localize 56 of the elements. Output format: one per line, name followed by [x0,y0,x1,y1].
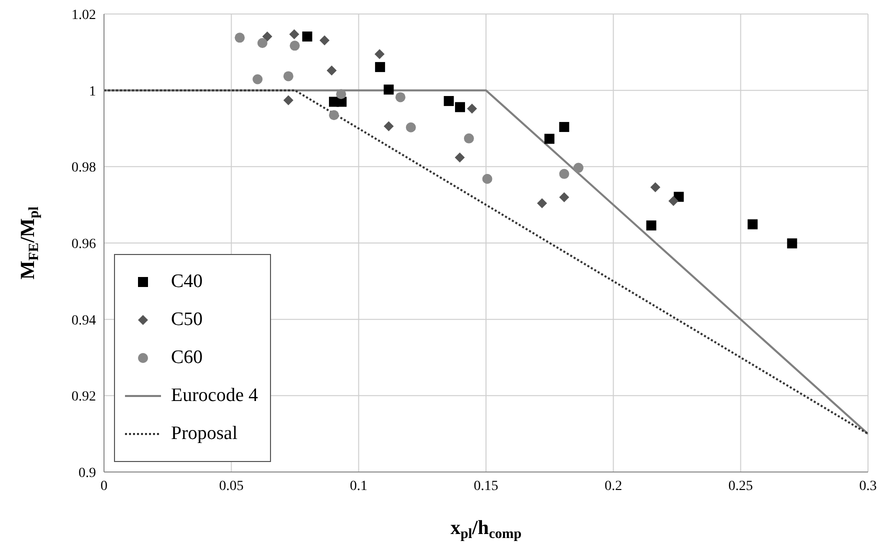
point [395,92,406,102]
y-tick-label: 1.02 [72,8,96,23]
point [466,104,477,114]
point [646,220,656,230]
legend-label: Eurocode 4 [171,385,258,407]
point [406,122,416,132]
x-tick-label: 0.2 [604,478,622,494]
x-tick-label: 0.3 [859,478,877,494]
legend-label: C60 [171,347,203,369]
point [748,219,758,230]
x-tick-label: 0.15 [474,478,498,494]
point [482,174,492,184]
y-tick-label: 0.9 [78,466,96,481]
point [573,162,584,173]
x-axis-title: x$_{pl}$/h$_{comp}$ [450,517,522,542]
point [320,35,330,46]
point [544,134,554,144]
legend-label: C50 [171,309,203,331]
point [444,96,454,106]
x-tick-label: 0.1 [350,478,368,494]
point [289,29,300,40]
point [375,62,386,72]
point [262,32,272,42]
point [650,182,660,192]
x-tick-label: 0 [100,478,108,494]
point [787,238,798,248]
y-tick-label: 0.92 [72,390,96,405]
point [326,65,337,76]
point [283,95,294,106]
point [384,84,394,95]
point [234,32,245,43]
y-tick-label: 1 [89,84,96,100]
y-tick-label: 0.94 [72,313,96,328]
y-tick-label: 0.96 [72,236,96,252]
point [252,74,263,84]
x-tick-label: 0.25 [728,478,753,494]
point [384,121,394,132]
point [464,133,474,144]
point [454,152,465,163]
legend-label: C40 [171,271,203,293]
point [336,89,346,100]
point [455,102,466,112]
x-tick-label: 0.05 [219,478,244,494]
legend-label: Proposal [171,423,238,445]
point [559,168,570,179]
point [302,32,312,42]
point [257,38,268,48]
point [559,192,570,202]
point [328,110,339,120]
point [283,71,294,82]
point [290,40,300,51]
y-tick-label: 0.98 [72,160,96,176]
point [668,196,678,206]
point [374,49,385,60]
point [537,198,548,208]
point [559,122,570,132]
